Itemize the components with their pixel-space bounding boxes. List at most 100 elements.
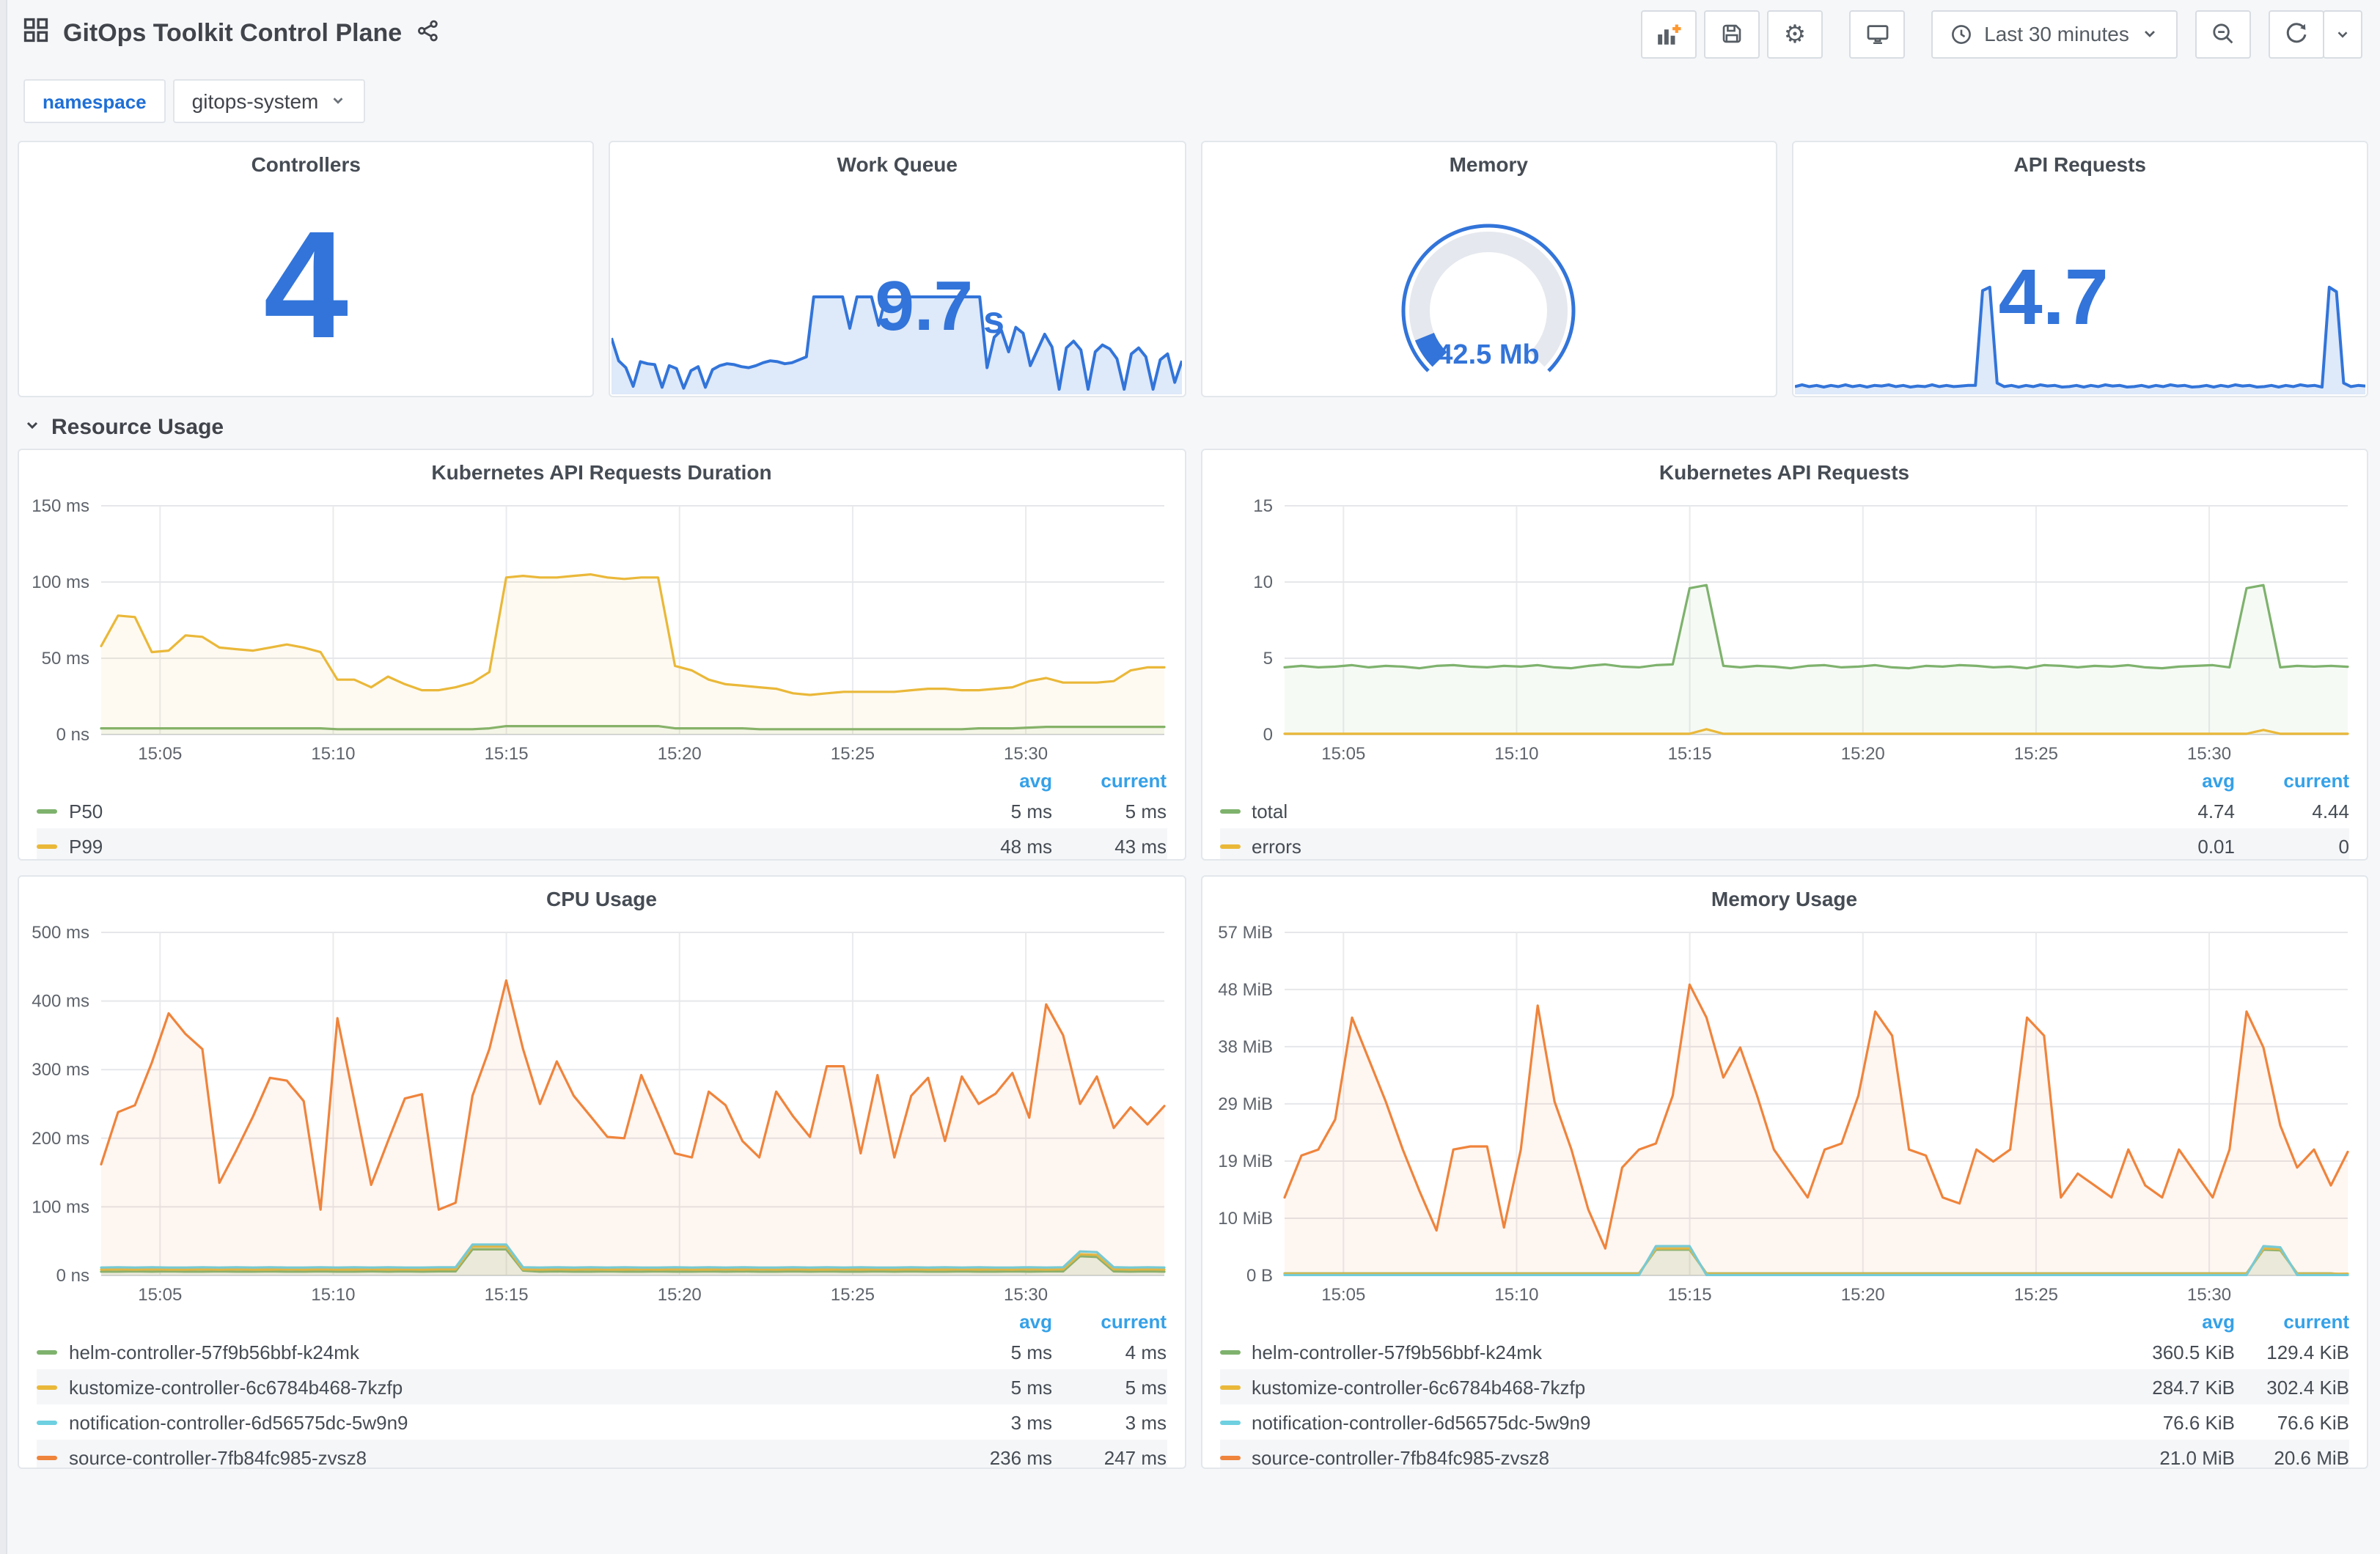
series-name[interactable]: source-controller-7fb84fc985-zvsz8 bbox=[1252, 1446, 1550, 1468]
zoom-out-button[interactable] bbox=[2195, 10, 2251, 58]
series-avg-value: 4.74 bbox=[2197, 800, 2235, 822]
work-queue-sparkline[interactable] bbox=[610, 292, 1184, 394]
chevron-down-icon bbox=[330, 89, 346, 113]
svg-text:200 ms: 200 ms bbox=[32, 1129, 89, 1149]
cycle-view-mode-button[interactable] bbox=[1849, 10, 1905, 58]
time-range-picker[interactable]: Last 30 minutes bbox=[1931, 10, 2178, 58]
svg-text:15:20: 15:20 bbox=[1840, 744, 1884, 764]
svg-text:15:05: 15:05 bbox=[138, 744, 182, 764]
save-dashboard-button[interactable] bbox=[1704, 10, 1760, 58]
time-series-plot[interactable]: 15:05 15:10 15:15 15:20 15:25 15:30 0 5 10 15 bbox=[1208, 491, 2358, 767]
series-current-value: 20.6 MiB bbox=[2274, 1446, 2349, 1468]
svg-text:10 MiB: 10 MiB bbox=[1217, 1209, 1272, 1229]
panel-memory-usage: Memory Usage 15:05 15:10 15:15 15:20 15:25 15… bbox=[1200, 875, 2368, 1469]
legend: avg current P50 5 ms 5 ms P99 48 ms 43 ms bbox=[19, 767, 1184, 859]
refresh-interval-dropdown[interactable] bbox=[2323, 10, 2362, 58]
stat-value-work-queue: 9.7 s bbox=[611, 142, 1184, 396]
dashboard-variables: namespace gitops-system bbox=[0, 67, 2380, 141]
svg-text:400 ms: 400 ms bbox=[32, 992, 89, 1012]
add-panel-button[interactable] bbox=[1641, 10, 1697, 58]
svg-text:100 ms: 100 ms bbox=[32, 572, 89, 592]
legend-sort-current[interactable]: current bbox=[1101, 1310, 1167, 1332]
page-title: GitOps Toolkit Control Plane bbox=[63, 19, 403, 47]
series-color-dash[interactable] bbox=[37, 1420, 57, 1424]
legend-row: helm-controller-57f9b56bbf-k24mk 360.5 Ki… bbox=[1219, 1334, 2349, 1369]
time-series-plot[interactable]: 15:05 15:10 15:15 15:20 15:25 15:30 0 ns 50 ms 1… bbox=[25, 491, 1175, 767]
series-name[interactable]: kustomize-controller-6c6784b468-7kzfp bbox=[1252, 1376, 1586, 1398]
series-name[interactable]: notification-controller-6d56575dc-5w9n9 bbox=[1252, 1411, 1591, 1433]
series-name[interactable]: errors bbox=[1252, 835, 1301, 857]
share-icon[interactable] bbox=[416, 18, 440, 49]
time-series-plot[interactable]: 15:05 15:10 15:15 15:20 15:25 15:30 0 B 10 MiB 1… bbox=[1208, 918, 2358, 1308]
variable-value-dropdown[interactable]: gitops-system bbox=[172, 79, 366, 123]
series-color-dash[interactable] bbox=[1219, 809, 1240, 813]
legend-header: avg current bbox=[37, 767, 1167, 793]
panel-title[interactable]: Controllers bbox=[251, 152, 361, 176]
series-name[interactable]: helm-controller-57f9b56bbf-k24mk bbox=[1252, 1341, 1542, 1363]
stat-unit: s bbox=[983, 297, 1004, 341]
refresh-button[interactable] bbox=[2269, 10, 2324, 58]
legend-sort-current[interactable]: current bbox=[2283, 1310, 2349, 1332]
series-color-dash[interactable] bbox=[37, 1349, 57, 1354]
legend-row: helm-controller-57f9b56bbf-k24mk 5 ms 4 ms bbox=[37, 1334, 1167, 1369]
legend-header: avg current bbox=[1219, 767, 2349, 793]
series-current-value: 0 bbox=[2338, 835, 2349, 857]
svg-text:15:30: 15:30 bbox=[2186, 1285, 2230, 1305]
series-color-dash[interactable] bbox=[37, 1385, 57, 1389]
series-avg-value: 21.0 MiB bbox=[2159, 1446, 2235, 1468]
series-color-dash[interactable] bbox=[37, 809, 57, 813]
legend-sort-current[interactable]: current bbox=[2283, 769, 2349, 791]
panel-title[interactable]: Kubernetes API Requests Duration bbox=[431, 460, 772, 484]
legend-sort-avg[interactable]: avg bbox=[1019, 769, 1052, 791]
svg-text:15:10: 15:10 bbox=[311, 744, 355, 764]
panel-title[interactable]: API Requests bbox=[2013, 152, 2147, 176]
svg-text:42.5 Mb: 42.5 Mb bbox=[1438, 339, 1540, 370]
legend-row: notification-controller-6d56575dc-5w9n9 3… bbox=[37, 1404, 1167, 1440]
svg-text:15:15: 15:15 bbox=[485, 744, 529, 764]
legend-row: notification-controller-6d56575dc-5w9n9 7… bbox=[1219, 1404, 2349, 1440]
panel-title[interactable]: CPU Usage bbox=[546, 887, 657, 910]
panel-title[interactable]: Kubernetes API Requests bbox=[1659, 460, 1910, 484]
panel-title[interactable]: Work Queue bbox=[837, 152, 958, 176]
series-color-dash[interactable] bbox=[1219, 1385, 1240, 1389]
svg-text:15:25: 15:25 bbox=[2013, 744, 2057, 764]
panel-title[interactable]: Memory bbox=[1449, 152, 1528, 176]
legend-sort-avg[interactable]: avg bbox=[2202, 1310, 2235, 1332]
panel-api-requests: API Requests 4.7 bbox=[1791, 141, 2368, 397]
panel-controllers: Controllers 4 bbox=[18, 141, 595, 397]
legend: avg current helm-controller-57f9b56bbf-k24… bbox=[19, 1308, 1184, 1468]
series-avg-value: 5 ms bbox=[1010, 800, 1052, 822]
row-resource-usage[interactable]: Resource Usage bbox=[23, 415, 2365, 440]
series-avg-value: 5 ms bbox=[1010, 1376, 1052, 1398]
legend-sort-avg[interactable]: avg bbox=[1019, 1310, 1052, 1332]
dashboard-settings-button[interactable]: ⚙ bbox=[1767, 10, 1823, 58]
legend-row: source-controller-7fb84fc985-zvsz8 21.0 M… bbox=[1219, 1440, 2349, 1468]
svg-text:0 ns: 0 ns bbox=[56, 1266, 89, 1286]
series-color-dash[interactable] bbox=[1219, 844, 1240, 848]
series-current-value: 247 ms bbox=[1103, 1446, 1167, 1468]
series-name[interactable]: kustomize-controller-6c6784b468-7kzfp bbox=[69, 1376, 403, 1398]
series-avg-value: 236 ms bbox=[989, 1446, 1052, 1468]
series-name[interactable]: total bbox=[1252, 800, 1288, 822]
time-series-plot[interactable]: 15:05 15:10 15:15 15:20 15:25 15:30 0 ns 100 ms… bbox=[25, 918, 1175, 1308]
series-name[interactable]: notification-controller-6d56575dc-5w9n9 bbox=[69, 1411, 408, 1433]
series-color-dash[interactable] bbox=[37, 1455, 57, 1459]
series-name[interactable]: P99 bbox=[69, 835, 103, 857]
series-name[interactable]: P50 bbox=[69, 800, 103, 822]
series-color-dash[interactable] bbox=[1219, 1455, 1240, 1459]
series-name[interactable]: helm-controller-57f9b56bbf-k24mk bbox=[69, 1341, 359, 1363]
series-color-dash[interactable] bbox=[1219, 1349, 1240, 1354]
legend-sort-current[interactable]: current bbox=[1101, 769, 1167, 791]
api-requests-sparkline[interactable] bbox=[1794, 277, 2366, 394]
series-color-dash[interactable] bbox=[37, 844, 57, 848]
series-name[interactable]: source-controller-7fb84fc985-zvsz8 bbox=[69, 1446, 367, 1468]
svg-text:29 MiB: 29 MiB bbox=[1217, 1094, 1272, 1114]
series-current-value: 5 ms bbox=[1125, 800, 1167, 822]
panel-title[interactable]: Memory Usage bbox=[1711, 887, 1858, 910]
series-avg-value: 5 ms bbox=[1010, 1341, 1052, 1363]
series-color-dash[interactable] bbox=[1219, 1420, 1240, 1424]
legend-sort-avg[interactable]: avg bbox=[2202, 769, 2235, 791]
variable-value: gitops-system bbox=[191, 89, 319, 113]
legend-row: source-controller-7fb84fc985-zvsz8 236 ms… bbox=[37, 1440, 1167, 1468]
